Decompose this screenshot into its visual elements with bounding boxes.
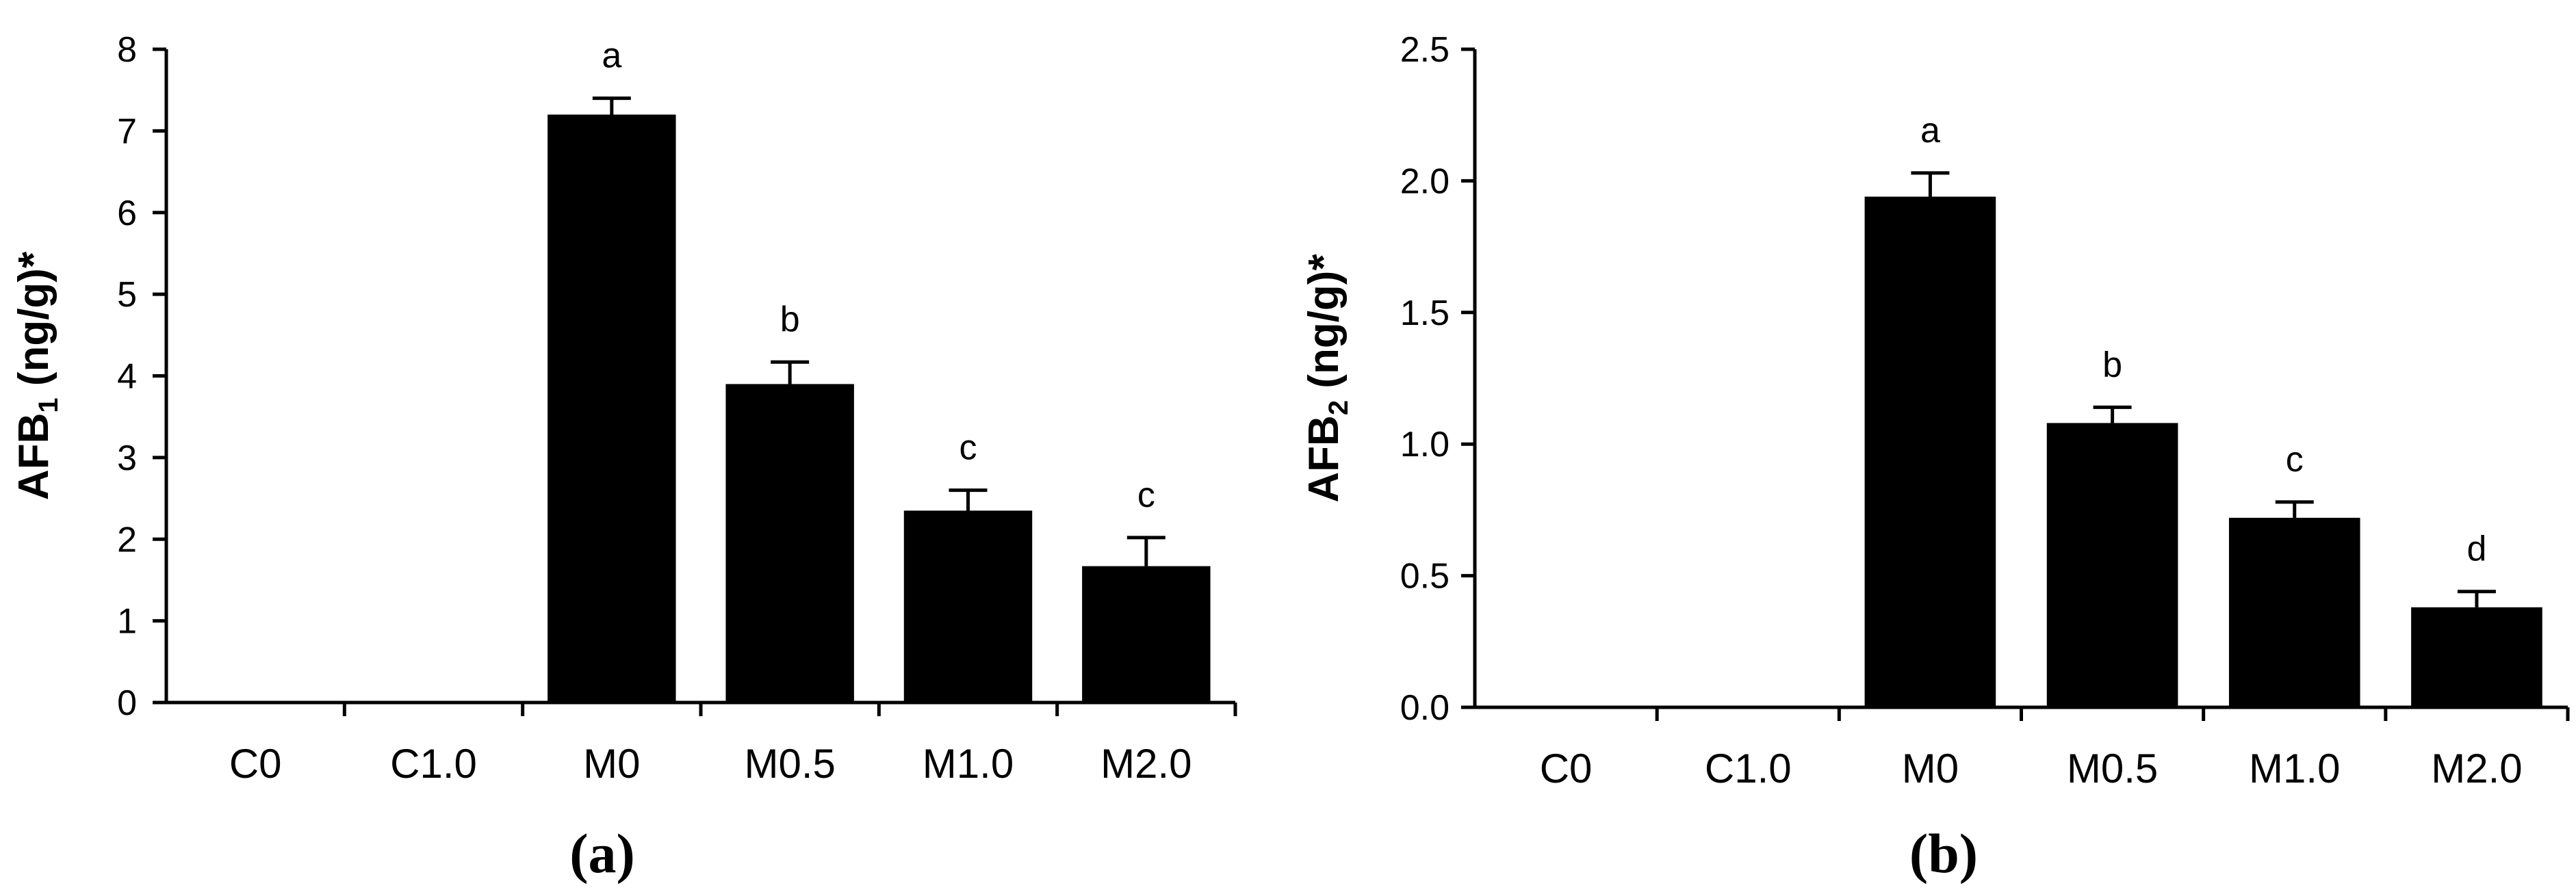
y-tick-label: 0.5 — [1400, 557, 1450, 596]
bar — [903, 510, 1033, 703]
x-category-label: M0.5 — [744, 741, 835, 787]
panel-label-open: ( — [569, 822, 588, 884]
panel-label-letter: b — [1928, 822, 1959, 884]
bar — [548, 114, 676, 703]
significance-letter: c — [2286, 440, 2304, 480]
bar — [725, 384, 854, 703]
x-category-label: C1.0 — [1705, 746, 1792, 791]
x-category-label: M0 — [1902, 746, 1959, 791]
bar — [1082, 566, 1211, 703]
x-category-label: C0 — [229, 741, 282, 787]
y-axis-label: AFB1 (ng/g)* — [10, 251, 64, 500]
significance-letter: c — [959, 428, 977, 468]
y-tick-label: 2.5 — [1400, 30, 1450, 70]
x-category-label: M1.0 — [2249, 746, 2340, 791]
panel-label: (b) — [1909, 822, 1978, 884]
y-tick-label: 1 — [117, 602, 137, 642]
y-tick-label: 1.5 — [1400, 293, 1450, 333]
y-axis-label-subscript: 1 — [34, 397, 64, 412]
y-tick-label: 0.0 — [1400, 688, 1450, 728]
y-axis-label-unit: (ng/g)* — [1300, 254, 1348, 400]
bar — [1864, 196, 1996, 707]
y-tick-label: 5 — [117, 275, 137, 315]
y-axis-label-subscript: 2 — [1324, 400, 1354, 415]
y-axis-label-unit: (ng/g)* — [10, 251, 57, 397]
x-category-label: M0 — [583, 741, 640, 787]
panel-label: (a) — [569, 822, 635, 884]
y-tick-label: 6 — [117, 194, 137, 233]
y-axis-label-main: AFB — [1300, 415, 1348, 502]
panel-label-close: ) — [617, 822, 635, 884]
chart-panel-b: 0.0 0.5 1.0 1.5 2.0 2.5 C0 C1.0 M0 a M0.5 b M1.0 c M2.… — [1300, 30, 2570, 884]
panel-label-open: ( — [1909, 822, 1928, 884]
y-axis-label: AFB2 (ng/g)* — [1300, 254, 1354, 503]
y-tick-label: 3 — [117, 438, 137, 478]
x-category-label: M1.0 — [923, 741, 1014, 787]
x-category-label: M2.0 — [1100, 741, 1192, 787]
x-category-label: M2.0 — [2431, 746, 2522, 791]
y-tick-label: 2 — [117, 520, 137, 560]
y-axis-label-main: AFB — [10, 413, 57, 500]
bar — [2411, 607, 2542, 707]
significance-letter: a — [1920, 111, 1940, 150]
panel-label-letter: a — [589, 822, 617, 884]
y-tick-label: 2.0 — [1400, 161, 1450, 201]
x-category-label: M0.5 — [2067, 746, 2158, 791]
panel-label-close: ) — [1959, 822, 1978, 884]
y-tick-label: 8 — [117, 30, 137, 70]
y-tick-label: 1.0 — [1400, 425, 1450, 464]
y-tick-label: 4 — [117, 357, 137, 397]
x-category-label: C1.0 — [390, 741, 477, 787]
bar — [2046, 423, 2178, 707]
significance-letter: d — [2466, 529, 2486, 569]
significance-letter: b — [780, 300, 800, 339]
y-tick-label: 7 — [117, 112, 137, 151]
bar — [2228, 517, 2360, 707]
significance-letter: b — [2102, 345, 2122, 384]
y-tick-label: 0 — [117, 683, 137, 723]
significance-letter: a — [602, 36, 621, 76]
x-category-label: C0 — [1540, 746, 1593, 791]
significance-letter: c — [1137, 475, 1155, 515]
